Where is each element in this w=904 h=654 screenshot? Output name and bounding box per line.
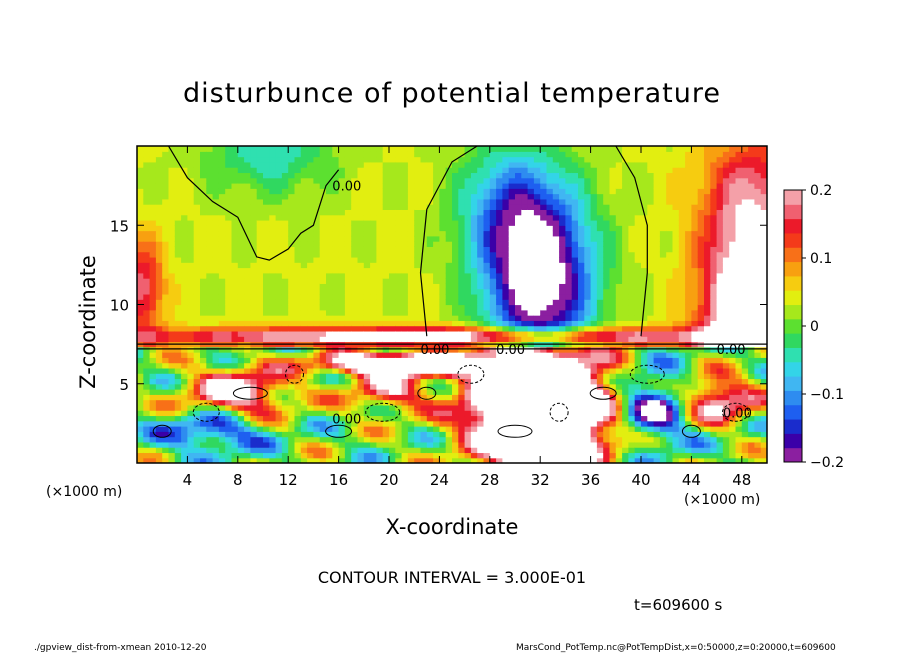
x-unit-right: (×1000 m) xyxy=(684,492,761,508)
colorbar-swatch xyxy=(784,218,802,234)
x-tick-label: 48 xyxy=(732,471,751,489)
contour-label: 0.00 xyxy=(496,343,525,358)
colorbar-tick-label: 0 xyxy=(810,319,819,335)
x-tick-label: 12 xyxy=(279,471,298,489)
colorbar-swatch xyxy=(784,204,802,220)
y-axis-ticks: 5 10 15 xyxy=(110,217,767,394)
colorbar-tick-label: 0.1 xyxy=(810,251,832,267)
y-tick-label: 10 xyxy=(110,297,129,315)
y-axis-label: Z-coordinate xyxy=(76,255,100,389)
colorbar-swatch xyxy=(784,318,802,334)
footer-right: MarsCond_PotTemp.nc@PotTempDist,x=0:5000… xyxy=(516,643,836,653)
contour-label: 0.00 xyxy=(332,413,361,428)
colorbar-swatch xyxy=(784,447,802,463)
x-tick-label: 44 xyxy=(682,471,701,489)
colorbar-tick-label: 0.2 xyxy=(810,183,832,199)
contour-label: 0.00 xyxy=(723,406,752,421)
x-tick-label: 8 xyxy=(233,471,243,489)
colorbar-tick-label: −0.1 xyxy=(810,387,844,403)
colorbar-swatch xyxy=(784,304,802,320)
colorbar-swatch xyxy=(784,361,802,377)
colorbar-swatch xyxy=(784,261,802,277)
time-stamp: t=609600 s xyxy=(634,596,723,614)
colorbar-swatch xyxy=(784,247,802,263)
colorbar: 0.2 0.1 0 −0.1 −0.2 xyxy=(783,183,844,471)
colorbar-swatch xyxy=(784,419,802,434)
x-tick-label: 28 xyxy=(480,471,499,489)
x-tick-label: 36 xyxy=(581,471,600,489)
colorbar-swatch xyxy=(784,275,802,291)
y-tick-label: 5 xyxy=(119,376,129,394)
colorbar-swatch xyxy=(784,347,802,363)
footer-left: ./gpview_dist-from-xmean 2010-12-20 xyxy=(34,643,207,653)
colorbar-swatch xyxy=(784,333,802,348)
colorbar-swatch xyxy=(784,433,802,449)
contour-lines: 0.00 0.00 0.00 0.00 0.00 0.00 xyxy=(137,146,767,438)
colorbar-swatch xyxy=(784,390,802,406)
heatmap-field xyxy=(137,146,767,463)
x-tick-label: 4 xyxy=(183,471,193,489)
x-tick-label: 24 xyxy=(430,471,449,489)
y-tick-label: 15 xyxy=(110,217,129,235)
x-tick-label: 16 xyxy=(329,471,348,489)
contour-interval-note: CONTOUR INTERVAL = 3.000E-01 xyxy=(317,568,587,587)
x-tick-label: 40 xyxy=(631,471,650,489)
x-tick-label: 32 xyxy=(531,471,550,489)
colorbar-swatch xyxy=(784,290,802,306)
colorbar-tick-label: −0.2 xyxy=(810,455,844,471)
colorbar-swatch xyxy=(784,190,802,205)
chart-title: disturbunce of potential temperature xyxy=(183,78,721,109)
contour-label: 0.00 xyxy=(332,180,361,195)
colorbar-swatch xyxy=(784,232,802,248)
x-axis-ticks: 4 8 12 16 20 24 28 32 36 40 44 48 xyxy=(183,146,751,489)
contour-label: 0.00 xyxy=(717,343,746,358)
colorbar-swatch xyxy=(784,404,802,420)
contour-label: 0.00 xyxy=(421,343,450,358)
colorbar-swatch xyxy=(784,376,802,391)
x-unit-left: (×1000 m) xyxy=(46,484,123,500)
x-tick-label: 20 xyxy=(379,471,398,489)
x-axis-label: X-coordinate xyxy=(385,515,519,539)
